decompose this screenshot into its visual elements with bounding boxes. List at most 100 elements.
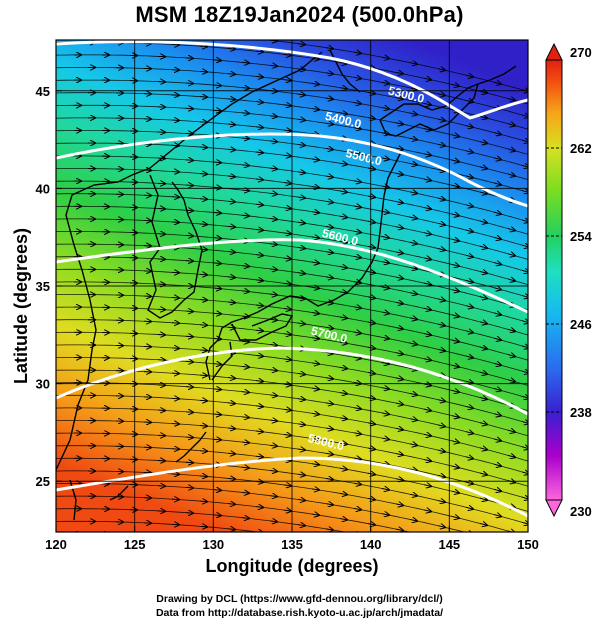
wind-arrow — [409, 138, 417, 139]
wind-arrow — [255, 330, 263, 331]
wind-arrow — [213, 263, 221, 264]
wind-arrow — [466, 583, 473, 585]
wind-arrow — [479, 423, 487, 425]
wind-arrow — [199, 71, 207, 72]
wind-arrow — [199, 476, 207, 477]
wind-arrow — [437, 144, 445, 146]
wind-arrow — [311, 464, 319, 465]
wind-arrow — [480, 549, 487, 551]
wind-arrow — [423, 409, 431, 411]
wind-arrow — [213, 439, 221, 440]
wind-arrow — [199, 426, 207, 427]
wind-arrow — [227, 277, 235, 278]
wind-arrow — [395, 353, 403, 354]
wind-arrow — [493, 414, 501, 416]
wind-arrow — [297, 172, 305, 173]
wind-arrow — [199, 325, 207, 326]
wind-arrow — [479, 322, 487, 324]
wind-arrow — [241, 417, 249, 418]
wind-arrow — [227, 48, 235, 49]
wind-arrow — [297, 449, 305, 450]
wind-arrow — [199, 400, 207, 401]
wind-arrow — [437, 475, 445, 477]
wind-arrow — [395, 72, 403, 73]
wind-arrow — [227, 99, 235, 100]
wind-arrow — [367, 196, 375, 197]
wind-arrow — [325, 226, 333, 227]
wind-arrow — [451, 365, 459, 367]
wind-arrow — [395, 328, 403, 329]
wind-arrow — [185, 235, 193, 236]
wind-arrow — [241, 190, 249, 191]
wind-arrow — [353, 103, 361, 104]
wind-arrow — [255, 255, 263, 256]
wind-arrow — [465, 280, 473, 282]
wind-arrow — [227, 529, 235, 530]
wind-arrow — [311, 159, 319, 160]
wind-arrow — [423, 460, 431, 462]
wind-arrow — [311, 109, 319, 110]
wind-arrow — [255, 179, 263, 180]
wind-arrow — [395, 252, 403, 253]
wind-arrow — [381, 463, 389, 464]
wind-arrow — [423, 334, 431, 336]
wind-arrow — [339, 113, 347, 114]
wind-arrow — [423, 308, 431, 310]
wind-arrow — [269, 370, 277, 371]
wind-arrow — [381, 262, 389, 263]
wind-arrow — [339, 88, 347, 89]
wind-arrow — [451, 239, 459, 241]
wind-arrow — [185, 336, 193, 337]
wind-arrow — [213, 85, 221, 86]
colorbar-tick-label: 254 — [570, 229, 592, 244]
wind-arrow — [297, 499, 305, 500]
wind-arrow — [451, 185, 459, 187]
wind-arrow — [395, 378, 403, 379]
wind-arrow — [507, 329, 515, 331]
wind-arrow — [409, 163, 417, 164]
wind-arrow — [381, 337, 389, 338]
wind-arrow — [255, 381, 263, 382]
wind-arrow — [353, 77, 361, 78]
wind-arrow — [437, 501, 445, 503]
wind-arrow — [395, 479, 403, 480]
wind-arrow — [255, 127, 263, 128]
wind-arrow — [297, 424, 305, 425]
wind-arrow — [507, 98, 515, 100]
wind-arrow — [367, 398, 375, 399]
wind-arrow — [367, 221, 375, 222]
wind-arrow — [507, 149, 515, 151]
wind-arrow — [465, 255, 473, 257]
wind-arrow — [395, 148, 403, 149]
wind-arrow — [325, 428, 333, 429]
wind-arrow — [227, 428, 235, 429]
wind-arrow — [381, 236, 389, 237]
wind-arrow — [451, 84, 459, 86]
wind-arrow — [381, 438, 389, 439]
wind-arrow — [199, 97, 207, 98]
wind-arrow — [396, 580, 403, 581]
wind-arrow — [213, 364, 221, 365]
wind-arrow — [199, 122, 207, 123]
wind-arrow — [227, 504, 235, 505]
colorbar-tick-label: 230 — [570, 504, 592, 519]
wind-arrow — [227, 176, 235, 177]
wind-arrow — [311, 489, 319, 490]
streamline — [265, 40, 528, 92]
wind-arrow — [213, 288, 221, 289]
height-contour-line — [56, 40, 528, 120]
wind-arrow — [297, 373, 305, 374]
wind-arrow — [269, 116, 277, 117]
wind-arrow — [241, 341, 249, 342]
wind-arrow — [437, 69, 445, 71]
wind-arrow — [381, 312, 389, 313]
wind-arrow — [325, 403, 333, 404]
wind-arrow — [199, 224, 207, 225]
wind-arrow — [185, 513, 193, 514]
wind-arrow — [241, 518, 249, 519]
wind-arrow — [325, 73, 333, 74]
wind-arrow — [325, 277, 333, 278]
lat-lon-grid — [56, 40, 528, 532]
wind-arrow — [451, 264, 459, 266]
lon-tick-label: 150 — [517, 537, 539, 552]
